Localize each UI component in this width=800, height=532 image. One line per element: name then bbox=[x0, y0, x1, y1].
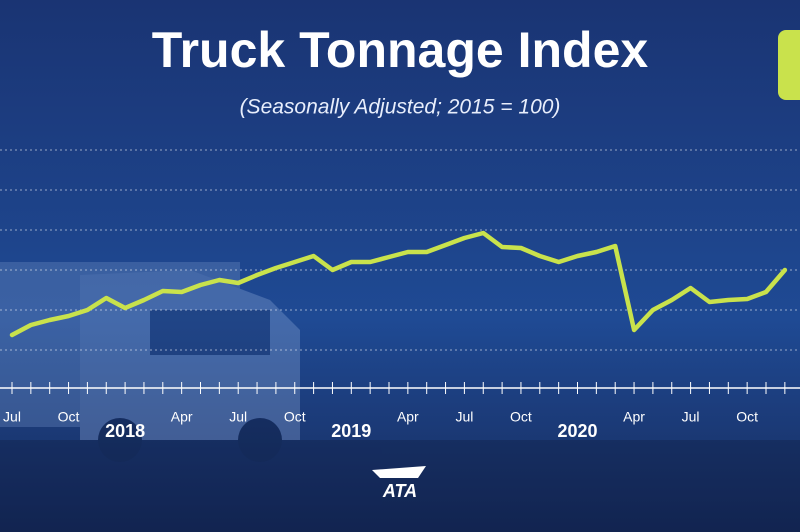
x-tick-label: Oct bbox=[58, 409, 80, 425]
x-tick-label: Jul bbox=[3, 409, 21, 425]
x-tick-label: Jul bbox=[682, 409, 700, 425]
chart-title: Truck Tonnage Index bbox=[152, 22, 649, 78]
x-year-label: 2019 bbox=[331, 421, 371, 441]
legend-badge bbox=[778, 30, 800, 100]
chart-subtitle: (Seasonally Adjusted; 2015 = 100) bbox=[240, 96, 561, 119]
data-line bbox=[9, 230, 788, 338]
x-tick-label: Oct bbox=[284, 409, 306, 425]
x-tick-label: Jul bbox=[229, 409, 247, 425]
x-year-label: 2020 bbox=[557, 421, 597, 441]
truck-photo bbox=[0, 262, 800, 532]
x-tick-label: Apr bbox=[623, 409, 645, 425]
logo-text: ATA bbox=[382, 481, 417, 501]
x-tick-label: Jul bbox=[455, 409, 473, 425]
logo: ATA bbox=[372, 466, 426, 501]
x-tick-label: Apr bbox=[171, 409, 193, 425]
x-year-label: 2018 bbox=[105, 421, 145, 441]
x-tick-label: Oct bbox=[736, 409, 758, 425]
x-tick-label: Oct bbox=[510, 409, 532, 425]
x-tick-label: Apr bbox=[397, 409, 419, 425]
